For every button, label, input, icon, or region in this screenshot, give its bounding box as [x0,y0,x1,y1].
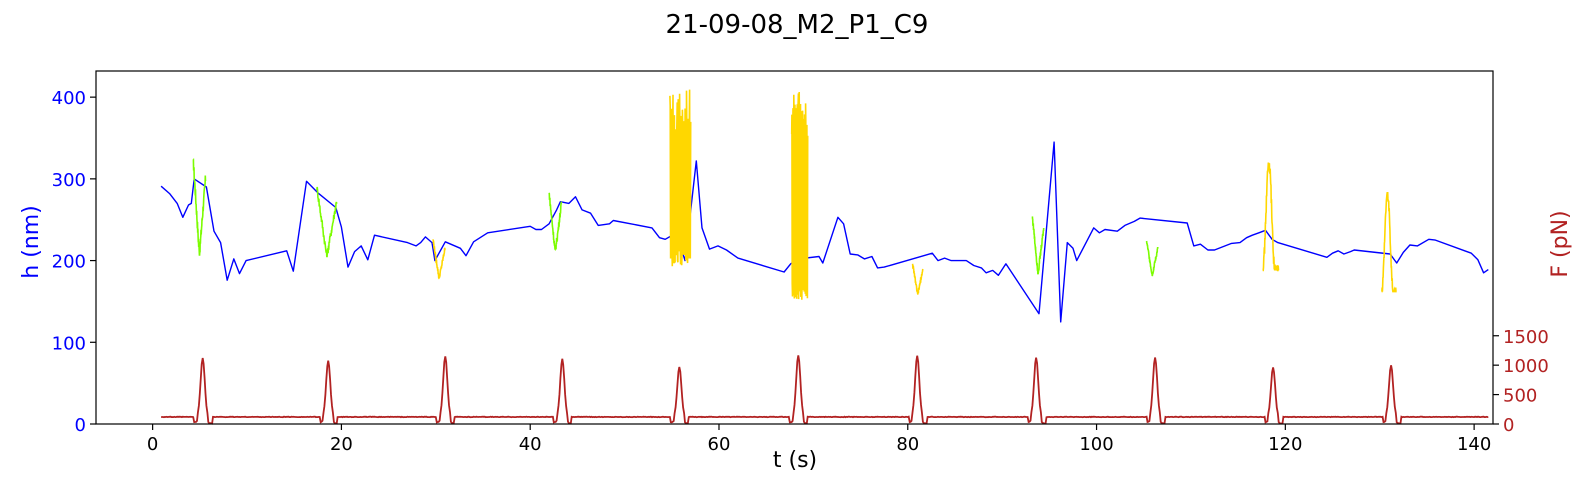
right-y-tick-label: 1500 [1503,327,1549,348]
right-y-tick-label: 1000 [1503,356,1549,377]
height-series-line [160,141,1489,323]
left-y-tick-label: 400 [52,88,86,109]
highlight-segment [316,186,338,258]
x-tick-label: 120 [1268,434,1302,455]
left-y-tick-label: 300 [52,170,86,191]
x-tick-label: 140 [1457,434,1491,455]
right-y-axis-label: F (pN) [1548,210,1573,277]
highlight-segment [432,239,446,280]
force-series-line [161,355,1489,425]
left-y-tick-label: 200 [52,252,86,273]
x-axis-label: t (s) [773,448,817,473]
left-y-axis-label: h (nm) [19,205,44,278]
right-y-tick-label: 0 [1503,415,1514,436]
axes: 0 20 40 60 80 100 120 140 0 100 200 300 400 0 500 1000 1… [52,70,1549,455]
plot-area [160,89,1489,425]
highlight-segment [911,263,924,295]
highlight-segment [669,89,692,267]
highlight-segment [1145,240,1159,277]
plot-frame [95,70,1494,425]
highlight-segment [548,192,563,252]
x-tick-label: 60 [708,434,731,455]
x-tick-label: 80 [896,434,919,455]
highlight-segment [192,158,207,256]
x-tick-label: 20 [330,434,353,455]
x-tick-label: 100 [1079,434,1113,455]
chart-title: 21-09-08_M2_P1_C9 [666,10,929,40]
x-tick-label: 40 [519,434,542,455]
highlight-segment [790,91,809,300]
left-y-tick-label: 0 [75,415,86,436]
highlight-segment [1262,162,1280,272]
left-y-tick-label: 100 [52,333,86,354]
x-tick-label: 0 [147,434,158,455]
highlight-segment [1381,192,1397,293]
highlight-segment [1031,216,1045,275]
right-y-tick-label: 500 [1503,386,1537,407]
